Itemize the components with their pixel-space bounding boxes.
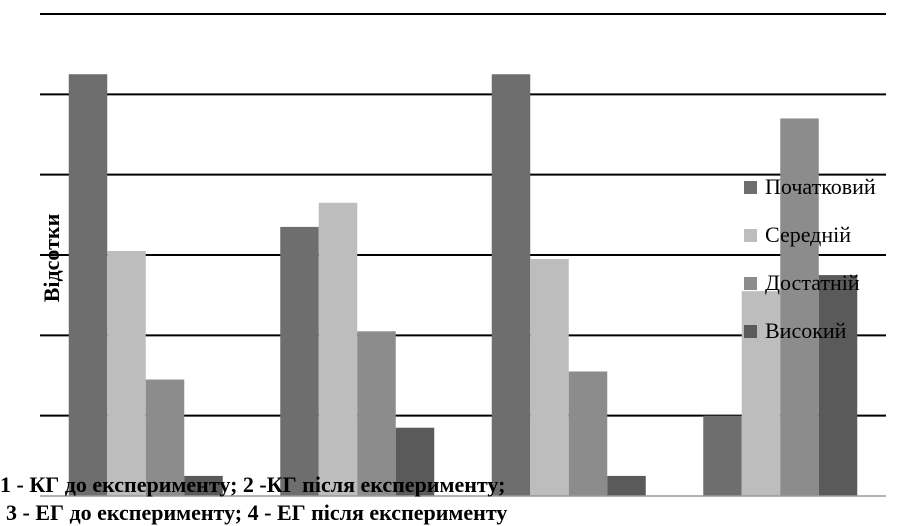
legend-swatch-3	[744, 277, 757, 290]
bar-cat1-series2	[107, 250, 146, 496]
bar-cat1-series1	[68, 74, 108, 496]
legend-label-3: Достатній	[765, 270, 860, 295]
bar-cat2-series4	[395, 427, 435, 496]
bar-cat3-series1	[491, 74, 531, 496]
bar-cat2-series1	[280, 226, 319, 496]
bar-cat4-series1	[703, 415, 742, 496]
bar-cat1-series4	[184, 475, 223, 496]
legend-label-4: Високий	[765, 318, 847, 343]
caption-line-2: 3 - ЕГ до експерименту; 4 - ЕГ після екс…	[6, 500, 508, 525]
legend-swatch-4	[744, 325, 757, 338]
bars	[68, 74, 858, 497]
bar-cat2-series2	[318, 202, 358, 497]
bar-cat4-series4	[818, 275, 858, 496]
bar-cat3-series3	[568, 371, 608, 496]
legend-label-2: Середній	[765, 222, 852, 247]
bar-cat4-series3	[780, 118, 819, 496]
legend-swatch-2	[744, 229, 757, 242]
caption-line-1: 1 - КГ до експерименту; 2 -КГ після експ…	[0, 472, 506, 497]
bar-cat3-series4	[607, 475, 646, 496]
legend-swatch-1	[744, 181, 757, 194]
legend-label-1: Початковий	[765, 174, 876, 199]
bar-cat1-series3	[145, 379, 185, 496]
bar-cat3-series2	[530, 259, 569, 496]
y-axis-label: Відсотки	[39, 213, 64, 303]
bar-cat2-series3	[357, 331, 396, 496]
